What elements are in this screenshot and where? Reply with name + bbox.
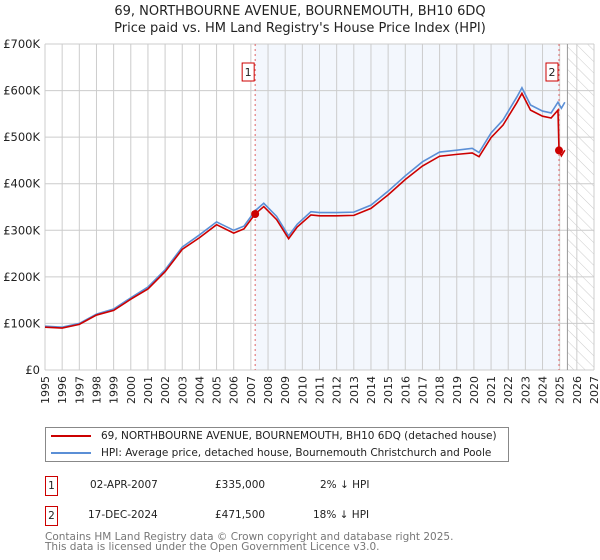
chart-title: 69, NORTHBOURNE AVENUE, BOURNEMOUTH, BH1… — [114, 4, 486, 19]
footer: Contains HM Land Registry data © Crown c… — [45, 531, 454, 553]
x-tick-label: 2012 — [331, 376, 344, 404]
x-tick-label: 2002 — [159, 376, 172, 404]
x-tick-label: 2000 — [125, 376, 138, 404]
transaction-price: £471,500 — [215, 509, 266, 521]
annotation-box — [241, 62, 255, 82]
chart-svg: 1995 1996 1997 1998 1999 2000 2001 2002 2003 2004… — [3, 37, 600, 404]
x-tick-label: 2001 — [142, 376, 155, 404]
x-tick-label: 2007 — [245, 376, 258, 404]
y-tick-label: £500K — [3, 130, 40, 144]
x-tick-label: 2022 — [502, 376, 515, 404]
x-tick-label: 2010 — [296, 376, 309, 404]
sale-point-marker — [251, 209, 260, 218]
x-tick-label: 2008 — [262, 376, 275, 404]
x-tick-label: 1998 — [90, 376, 103, 404]
y-tick-label: £400K — [3, 177, 40, 191]
y-tick-label: £0 — [25, 363, 40, 377]
transaction-marker: 1 — [45, 476, 58, 496]
y-tick-label: £300K — [3, 223, 40, 237]
x-tick-label: 2020 — [468, 376, 481, 404]
annotation-box — [545, 62, 559, 82]
x-tick-label: 2013 — [348, 376, 361, 404]
x-tick-label: 1996 — [56, 376, 69, 404]
legend-swatch-blue — [51, 452, 91, 454]
property-series-line — [44, 91, 566, 329]
x-tick-label: 1997 — [73, 376, 86, 404]
legend: 69, NORTHBOURNE AVENUE, BOURNEMOUTH, BH1… — [45, 427, 509, 462]
legend-label: 69, NORTHBOURNE AVENUE, BOURNEMOUTH, BH1… — [101, 430, 497, 442]
annotation-label: 1 — [245, 66, 252, 79]
x-tick-label: 2006 — [228, 376, 241, 404]
x-tick-label: 2009 — [279, 376, 292, 404]
transaction-marker: 2 — [45, 506, 58, 526]
x-tick-label: 2011 — [314, 376, 327, 404]
transaction-hpi: 18% ↓ HPI — [313, 509, 370, 521]
x-tick-label: 2025 — [554, 376, 567, 404]
x-tick-label: 2024 — [537, 376, 550, 404]
transaction-row: 2 17-DEC-2024 £471,500 18% ↓ HPI — [45, 506, 445, 528]
x-tick-label: 2019 — [451, 376, 464, 404]
x-tick-label: 2015 — [382, 376, 395, 404]
chart-subtitle: Price paid vs. HM Land Registry's House … — [114, 21, 486, 36]
annotation-label: 2 — [549, 66, 556, 79]
transaction-price: £335,000 — [215, 479, 266, 491]
legend-label: HPI: Average price, detached house, Bour… — [101, 447, 492, 459]
sale-point-marker — [555, 146, 564, 155]
transaction-date: 02-APR-2007 — [90, 479, 158, 491]
y-tick-label: £200K — [3, 270, 40, 284]
x-tick-label: 2003 — [176, 376, 189, 404]
footer-line: Contains HM Land Registry data © Crown c… — [45, 531, 454, 543]
x-tick-label: 2017 — [416, 376, 429, 404]
x-tick-label: 1995 — [39, 376, 52, 404]
transaction-hpi: 2% ↓ HPI — [320, 479, 370, 491]
x-tick-label: 2018 — [434, 376, 447, 404]
y-tick-label: £100K — [3, 316, 40, 330]
x-tick-label: 2026 — [571, 376, 584, 404]
transaction-row: 1 02-APR-2007 £335,000 2% ↓ HPI — [45, 476, 445, 498]
x-tick-label: 2021 — [485, 376, 498, 404]
legend-swatch-red — [51, 435, 91, 437]
forecast-hatch — [567, 44, 594, 370]
x-tick-label: 2016 — [399, 376, 412, 404]
x-tick-label: 1999 — [108, 376, 121, 404]
footer-line: This data is licensed under the Open Gov… — [45, 541, 380, 553]
legend-item-property: 69, NORTHBOURNE AVENUE, BOURNEMOUTH, BH1… — [46, 428, 497, 444]
x-tick-label: 2004 — [193, 376, 206, 404]
hpi-series-line — [44, 86, 566, 328]
shaded-period — [255, 44, 560, 370]
x-tick-label: 2014 — [365, 376, 378, 404]
x-tick-label: 2023 — [519, 376, 532, 404]
y-tick-label: £700K — [3, 37, 40, 51]
legend-item-hpi: HPI: Average price, detached house, Bour… — [46, 445, 491, 461]
x-tick-label: 2005 — [211, 376, 224, 404]
transaction-date: 17-DEC-2024 — [88, 509, 158, 521]
x-tick-label: 2027 — [588, 376, 600, 404]
y-tick-label: £600K — [3, 84, 40, 98]
